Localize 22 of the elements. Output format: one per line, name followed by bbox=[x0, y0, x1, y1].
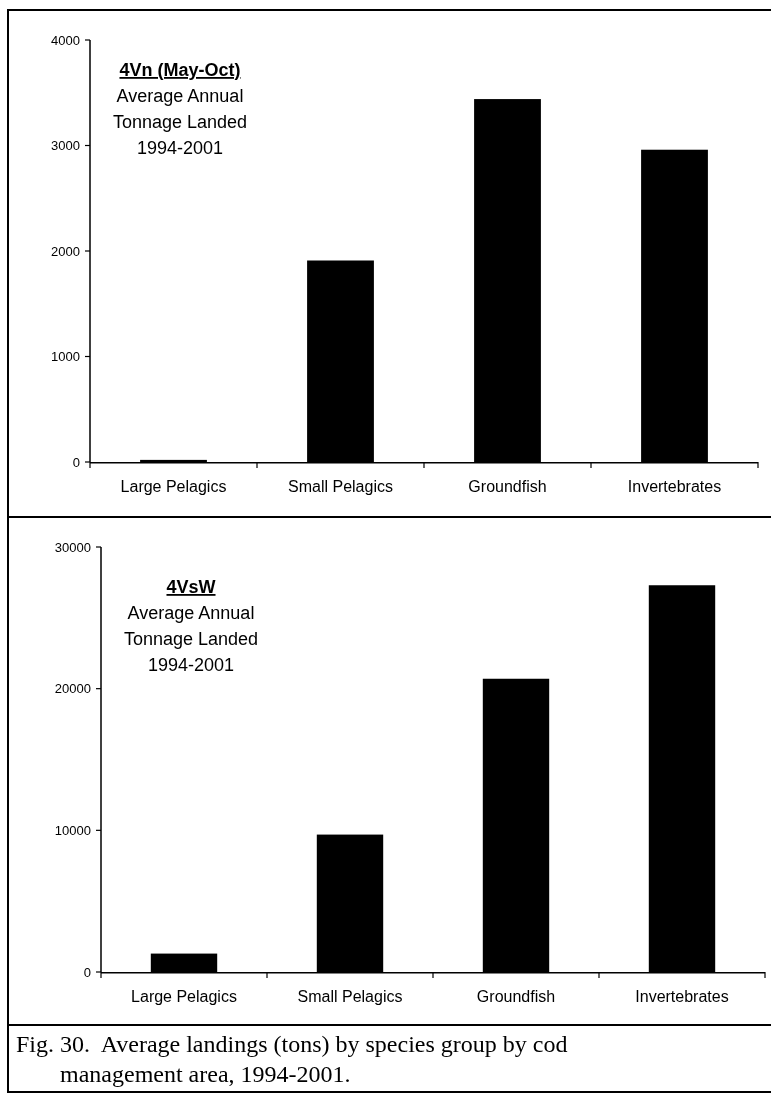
y-tick-label: 0 bbox=[83, 964, 91, 980]
x-tick-label: Invertebrates bbox=[635, 988, 729, 1005]
x-tick-label: Small Pelagics bbox=[288, 478, 393, 495]
x-tick-label: Large Pelagics bbox=[120, 478, 227, 495]
x-tick-label: Groundfish bbox=[468, 478, 547, 495]
x-tick-label: Large Pelagics bbox=[131, 988, 237, 1005]
text: Average Annual Tonnage Landed 1994-2001 bbox=[112, 86, 248, 158]
text: 4VsW bbox=[166, 577, 216, 597]
y-tick-label: 0 bbox=[72, 454, 80, 470]
y-tick-label: 3000 bbox=[51, 138, 80, 154]
y-tick-label: 10000 bbox=[54, 822, 91, 838]
caption: Fig. 30. Average landings (tons) by species group by cod management area, 1994-2001. bbox=[16, 1031, 568, 1087]
y-tick-label: 30000 bbox=[54, 539, 91, 555]
y-tick-label: 20000 bbox=[54, 681, 91, 697]
text: Average Annual Tonnage Landed 1994-2001 bbox=[123, 603, 259, 675]
text: 4Vn (May-Oct) bbox=[119, 60, 241, 80]
x-tick-label: Groundfish bbox=[476, 988, 556, 1005]
x-tick-label: Invertebrates bbox=[627, 478, 722, 495]
x-tick-label: Small Pelagics bbox=[297, 988, 403, 1005]
y-tick-label: 4000 bbox=[51, 32, 80, 48]
y-tick-label: 2000 bbox=[51, 243, 80, 259]
y-tick-label: 1000 bbox=[51, 349, 80, 365]
